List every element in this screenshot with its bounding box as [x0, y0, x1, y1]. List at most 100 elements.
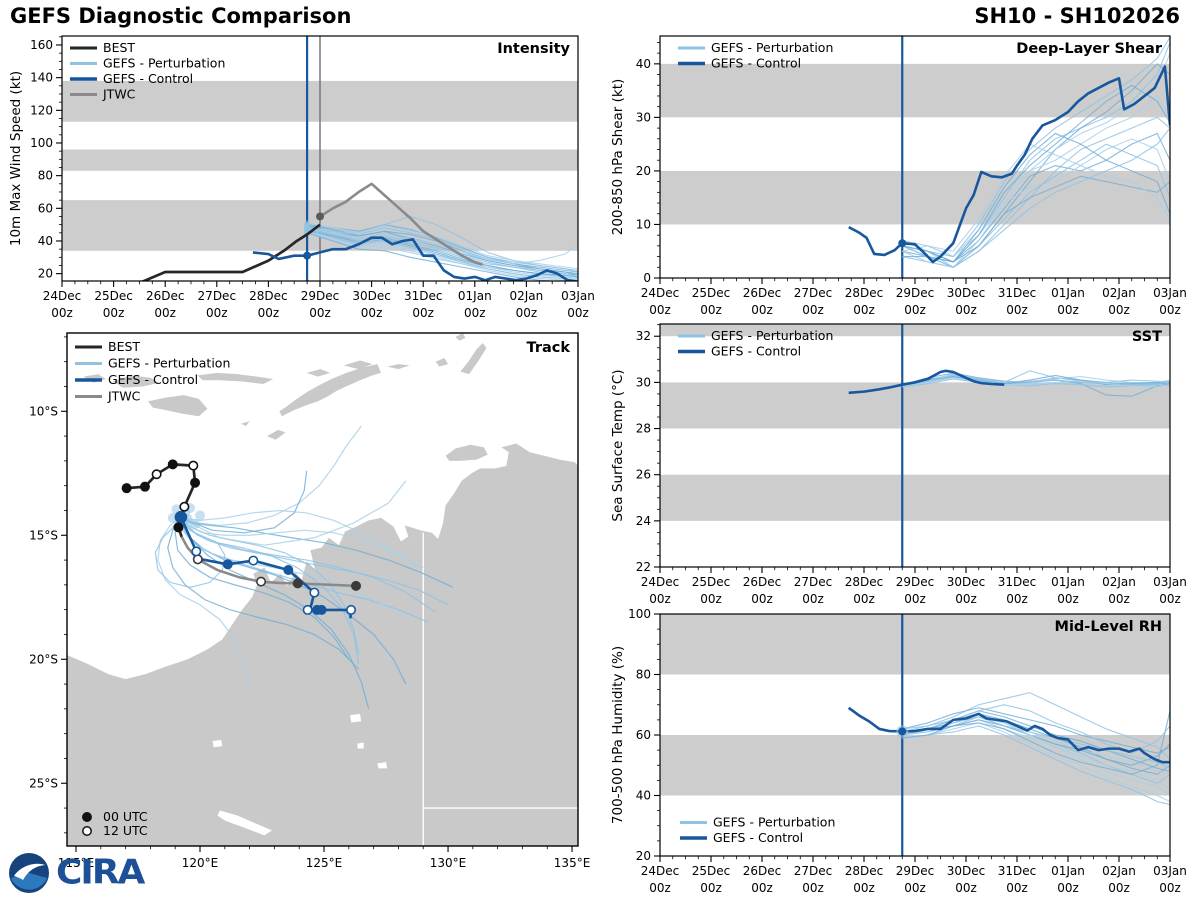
track-fix-marker	[167, 459, 178, 470]
svg-text:10°S: 10°S	[29, 404, 58, 418]
svg-text:25Dec: 25Dec	[692, 864, 731, 878]
member-track-line	[179, 517, 360, 665]
perturbation-member-line	[902, 722, 1170, 803]
track-fix-marker	[151, 469, 162, 480]
perturbation-member-line	[307, 224, 578, 273]
perturbation-member-line	[902, 36, 1170, 258]
perturbation-member-line	[307, 227, 578, 271]
svg-text:28: 28	[636, 422, 651, 436]
svg-text:00z: 00z	[1108, 592, 1130, 606]
perturbation-member-line	[902, 370, 1170, 386]
svg-text:0: 0	[643, 271, 651, 285]
perturbation-member-line	[902, 707, 1170, 754]
track-fix-marker	[191, 546, 202, 557]
storm-id: SH10 - SH102026	[974, 4, 1180, 28]
lake-polygon	[350, 713, 362, 723]
svg-text:BEST: BEST	[108, 339, 140, 354]
svg-text:00z: 00z	[464, 306, 486, 320]
svg-text:00z: 00z	[1108, 303, 1130, 317]
svg-text:135°E: 135°E	[554, 856, 591, 870]
lake-polygon	[212, 739, 223, 748]
shear-panel-title: Deep-Layer Shear	[1016, 41, 1163, 57]
intensity-y-axis-label: 10m Max Wind Speed (kt)	[8, 71, 24, 246]
svg-text:00z: 00z	[904, 303, 926, 317]
track-fix-marker	[316, 604, 327, 615]
control-init-dot	[303, 251, 312, 260]
rh-panel-title: Mid-Level RH	[1055, 619, 1162, 635]
perturbation-member-line	[902, 719, 1170, 766]
intensity-plot-area	[62, 36, 578, 281]
svg-text:GEFS - Perturbation: GEFS - Perturbation	[713, 815, 835, 830]
svg-text:BEST: BEST	[103, 40, 135, 55]
svg-text:00z: 00z	[516, 306, 538, 320]
svg-text:25°S: 25°S	[29, 776, 58, 790]
svg-text:31Dec: 31Dec	[998, 864, 1037, 878]
sst-y-axis-label: Sea Surface Temp (°C)	[610, 369, 626, 521]
land-polygon	[266, 429, 286, 440]
svg-text:26Dec: 26Dec	[743, 575, 782, 589]
svg-text:29Dec: 29Dec	[896, 864, 935, 878]
svg-text:20°S: 20°S	[29, 652, 58, 666]
track-fix-marker	[174, 510, 188, 524]
svg-text:00z: 00z	[802, 881, 824, 895]
member-track-line	[179, 517, 449, 606]
rh-y-axis-label: 700-500 hPa Humidity (%)	[610, 646, 626, 824]
shear-y-axis-label: 200-850 hPa Shear (kt)	[610, 79, 626, 236]
svg-text:GEFS - Control: GEFS - Control	[108, 372, 198, 387]
svg-text:130°E: 130°E	[430, 856, 467, 870]
control-line	[252, 236, 578, 281]
svg-text:00z: 00z	[700, 881, 722, 895]
svg-text:60: 60	[38, 201, 53, 215]
svg-text:26: 26	[636, 468, 651, 482]
svg-text:GEFS - Control: GEFS - Control	[711, 344, 801, 359]
svg-text:00z: 00z	[154, 306, 176, 320]
svg-text:24: 24	[636, 514, 651, 528]
track-fix-marker	[121, 483, 132, 494]
perturbation-member-line	[902, 725, 1170, 806]
svg-text:00z: 00z	[649, 303, 671, 317]
svg-text:26Dec: 26Dec	[743, 286, 782, 300]
track-fix-marker	[192, 554, 203, 565]
member-track-line	[179, 517, 370, 710]
track-fix-marker	[190, 477, 201, 488]
svg-text:00z: 00z	[955, 592, 977, 606]
svg-text:15°S: 15°S	[29, 528, 58, 542]
svg-text:01Jan: 01Jan	[1051, 286, 1085, 300]
track-map: 115°E 120°E 125°E 130°E 135°E 10°S 15°S 20°S 25°…	[29, 332, 591, 870]
svg-text:10: 10	[636, 217, 651, 231]
svg-text:100: 100	[30, 136, 53, 150]
svg-text:01Jan: 01Jan	[1051, 575, 1085, 589]
svg-text:00z: 00z	[309, 306, 331, 320]
svg-text:00z: 00z	[258, 306, 280, 320]
svg-text:00z: 00z	[904, 881, 926, 895]
svg-text:00 UTC: 00 UTC	[103, 809, 148, 824]
svg-text:80: 80	[636, 668, 651, 682]
svg-text:32: 32	[636, 329, 651, 343]
member-track-line	[179, 517, 436, 613]
svg-text:00z: 00z	[1057, 303, 1079, 317]
track-fix-marker	[173, 522, 184, 533]
svg-text:25Dec: 25Dec	[94, 289, 133, 303]
svg-text:00z: 00z	[700, 592, 722, 606]
svg-text:28Dec: 28Dec	[249, 289, 288, 303]
svg-text:GEFS - Control: GEFS - Control	[713, 830, 803, 845]
svg-text:00z: 00z	[955, 881, 977, 895]
svg-text:31Dec: 31Dec	[404, 289, 443, 303]
svg-text:00z: 00z	[206, 306, 228, 320]
svg-text:GEFS - Perturbation: GEFS - Perturbation	[711, 328, 833, 343]
svg-text:02Jan: 02Jan	[1102, 864, 1136, 878]
best-line	[126, 223, 321, 281]
svg-text:20: 20	[636, 849, 651, 863]
svg-text:25Dec: 25Dec	[692, 575, 731, 589]
track-fix-marker	[188, 460, 199, 471]
svg-text:22: 22	[636, 560, 651, 574]
svg-text:31Dec: 31Dec	[998, 286, 1037, 300]
perturbation-member-line	[306, 229, 578, 281]
jtwc-init-dot	[316, 212, 324, 221]
perturbation-member-line	[306, 222, 578, 270]
perturbation-member-line	[902, 143, 1170, 252]
member-track-line	[157, 517, 251, 685]
svg-text:24Dec: 24Dec	[43, 289, 82, 303]
svg-text:00z: 00z	[412, 306, 434, 320]
svg-text:31Dec: 31Dec	[998, 575, 1037, 589]
